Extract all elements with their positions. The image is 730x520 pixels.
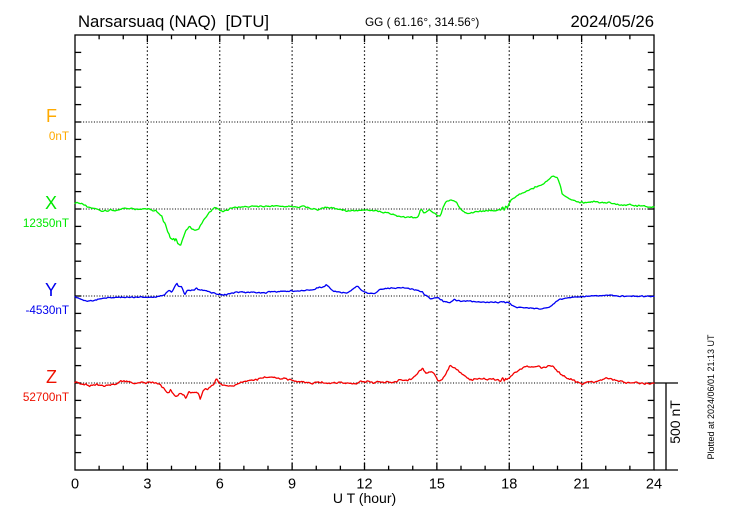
svg-text:0: 0 xyxy=(71,476,79,492)
svg-text:9: 9 xyxy=(288,476,296,492)
svg-text:-4530nT: -4530nT xyxy=(25,304,69,317)
svg-text:12: 12 xyxy=(356,476,372,492)
svg-text:Narsarsuaq (NAQ) [DTU]: Narsarsuaq (NAQ) [DTU] xyxy=(78,12,269,31)
svg-text:24: 24 xyxy=(646,476,662,492)
svg-text:Y: Y xyxy=(45,280,57,300)
svg-text:F: F xyxy=(46,106,57,126)
svg-text:Plotted at 2024/06/01 21:13 UT: Plotted at 2024/06/01 21:13 UT xyxy=(706,334,716,460)
svg-text:21: 21 xyxy=(574,476,590,492)
svg-text:2024/05/26: 2024/05/26 xyxy=(570,12,654,31)
svg-text:Z: Z xyxy=(46,367,57,387)
svg-text:6: 6 xyxy=(216,476,224,492)
svg-text:U T (hour): U T (hour) xyxy=(333,490,396,506)
svg-text:52700nT: 52700nT xyxy=(23,391,69,404)
svg-text:GG ( 61.16°, 314.56°): GG ( 61.16°, 314.56°) xyxy=(365,15,479,29)
svg-text:3: 3 xyxy=(143,476,151,492)
svg-text:X: X xyxy=(45,193,57,213)
svg-text:500 nT: 500 nT xyxy=(667,400,683,444)
svg-text:0nT: 0nT xyxy=(49,130,69,143)
svg-text:15: 15 xyxy=(429,476,445,492)
svg-text:12350nT: 12350nT xyxy=(23,217,69,230)
svg-text:18: 18 xyxy=(501,476,517,492)
